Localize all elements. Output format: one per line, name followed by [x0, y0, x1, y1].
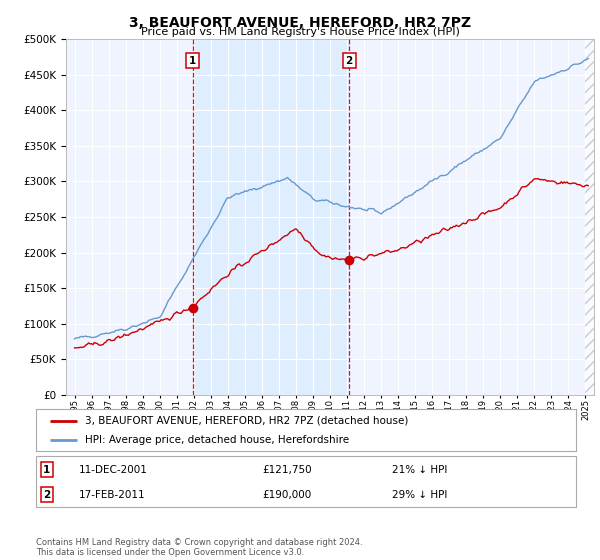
Text: 11-DEC-2001: 11-DEC-2001	[79, 464, 148, 474]
Text: 21% ↓ HPI: 21% ↓ HPI	[392, 464, 448, 474]
Text: 17-FEB-2011: 17-FEB-2011	[79, 489, 146, 500]
Text: 1: 1	[43, 464, 50, 474]
Text: £121,750: £121,750	[263, 464, 313, 474]
Bar	[586, 39, 594, 395]
Text: 3, BEAUFORT AVENUE, HEREFORD, HR2 7PZ: 3, BEAUFORT AVENUE, HEREFORD, HR2 7PZ	[129, 16, 471, 30]
Bar	[193, 39, 349, 395]
Text: 3, BEAUFORT AVENUE, HEREFORD, HR2 7PZ (detached house): 3, BEAUFORT AVENUE, HEREFORD, HR2 7PZ (d…	[85, 416, 408, 426]
Text: £190,000: £190,000	[263, 489, 312, 500]
Text: Contains HM Land Registry data © Crown copyright and database right 2024.
This d: Contains HM Land Registry data © Crown c…	[36, 538, 362, 557]
Text: 29% ↓ HPI: 29% ↓ HPI	[392, 489, 448, 500]
Text: Price paid vs. HM Land Registry's House Price Index (HPI): Price paid vs. HM Land Registry's House …	[140, 27, 460, 37]
Text: 1: 1	[189, 55, 197, 66]
Text: 2: 2	[43, 489, 50, 500]
Text: 2: 2	[346, 55, 353, 66]
Text: HPI: Average price, detached house, Herefordshire: HPI: Average price, detached house, Here…	[85, 435, 349, 445]
